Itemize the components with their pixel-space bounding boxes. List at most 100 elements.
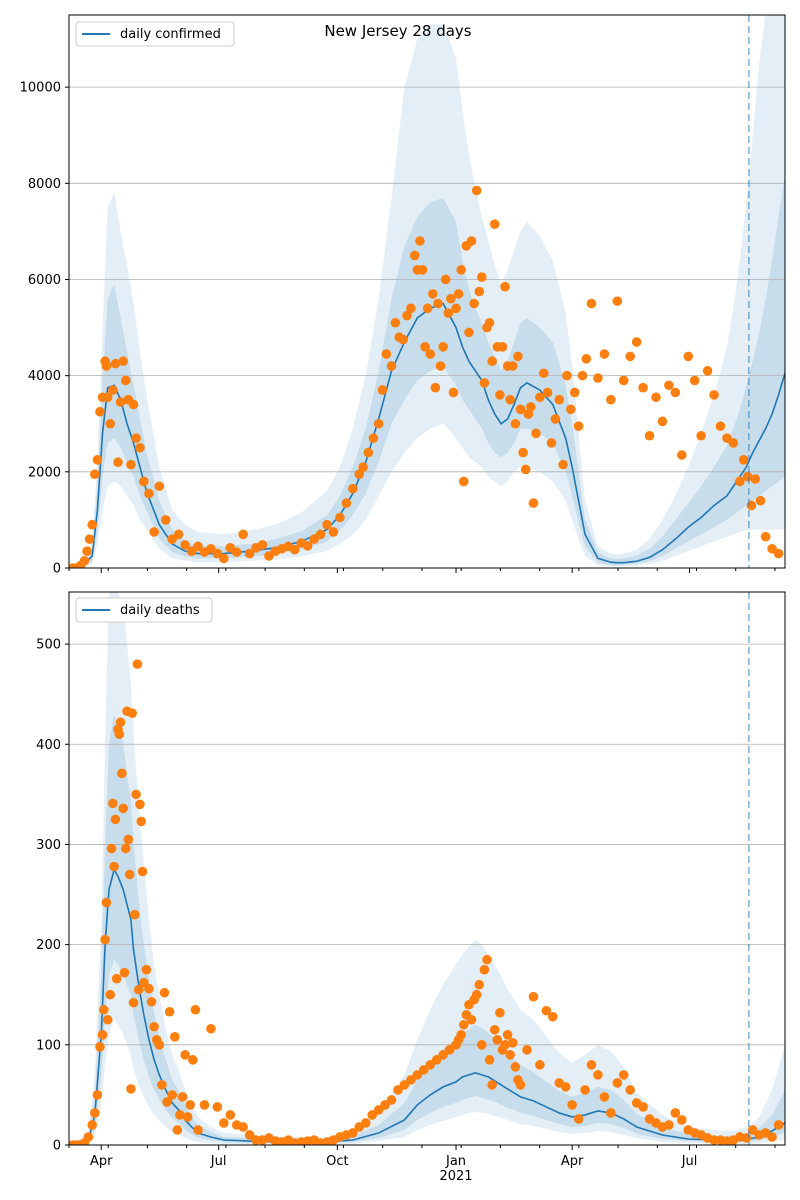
confirmed-point — [154, 481, 165, 492]
deaths-points — [69, 659, 784, 1145]
deaths-point — [206, 1023, 216, 1034]
confirmed-point — [709, 390, 719, 400]
confirmed-point — [638, 382, 648, 393]
deaths-legend-box — [75, 597, 213, 623]
confirmed-point — [593, 373, 603, 383]
deaths-point — [399, 1080, 410, 1090]
deaths-point — [444, 1045, 455, 1055]
confirmed-point — [363, 447, 374, 458]
deaths-y-tick-label: 100 — [36, 1038, 61, 1053]
deaths-point — [162, 1097, 172, 1107]
confirmed-point — [526, 402, 536, 412]
confirmed-point — [180, 540, 190, 550]
confirmed-point — [612, 296, 623, 306]
deaths-point — [144, 983, 154, 994]
confirmed-y-tick-label: 10000 — [20, 81, 61, 96]
deaths-point — [670, 1108, 681, 1118]
deaths-point — [505, 1050, 516, 1060]
confirmed-point — [562, 370, 572, 381]
deaths-point — [489, 1024, 500, 1035]
deaths-point — [547, 1011, 558, 1022]
deaths-point — [182, 1112, 193, 1122]
deaths-line-group — [69, 867, 785, 1145]
deaths-point — [541, 1005, 552, 1016]
deaths-point — [487, 1080, 497, 1090]
confirmed-point — [373, 418, 384, 429]
confirmed-point — [474, 286, 485, 297]
deaths-point — [225, 1110, 236, 1120]
confirmed-point — [573, 421, 584, 431]
confirmed-point — [79, 555, 90, 566]
confirmed-point — [453, 289, 464, 299]
confirmed-point — [515, 404, 526, 415]
confirmed-point — [440, 274, 451, 285]
deaths-point — [180, 1050, 190, 1060]
confirmed-x-ticks — [68, 568, 776, 573]
deaths-point — [456, 1030, 466, 1040]
confirmed-point — [518, 447, 528, 458]
confirmed-point — [651, 392, 661, 403]
deaths-point — [188, 1055, 198, 1065]
confirmed-point — [531, 428, 541, 439]
deaths-point — [507, 1038, 518, 1048]
confirmed-point — [328, 527, 339, 537]
deaths-point — [141, 964, 152, 975]
deaths-point — [560, 1082, 571, 1092]
deaths-point — [466, 1014, 477, 1025]
deaths-point — [199, 1100, 210, 1110]
confirmed-point — [464, 327, 474, 338]
confirmed-point — [422, 303, 433, 314]
confirmed-point — [538, 368, 549, 379]
deaths-point — [431, 1055, 442, 1065]
confirmed-point — [507, 361, 518, 371]
confirmed-point — [657, 416, 668, 427]
deaths-point — [479, 964, 490, 975]
confirmed-point — [760, 531, 771, 542]
confirmed-point — [289, 544, 300, 555]
confirmed-point — [566, 404, 576, 415]
confirmed-point — [586, 298, 597, 309]
deaths-point — [100, 934, 110, 945]
deaths-point — [132, 659, 143, 669]
confirmed-point — [451, 303, 461, 314]
deaths-point — [219, 1118, 229, 1128]
deaths-y-tick-label: 400 — [36, 738, 61, 753]
deaths-point — [185, 1100, 196, 1110]
confirmed-point — [510, 418, 521, 429]
confirmed-point — [238, 529, 248, 540]
confirmed-point — [606, 394, 616, 405]
deaths-plot-frame — [68, 591, 786, 1146]
deaths-point — [114, 729, 125, 740]
confirmed-point — [430, 382, 441, 393]
confirmed-uncertainty-bands — [69, 15, 785, 568]
confirmed-point — [618, 375, 629, 386]
confirmed-point — [477, 272, 487, 282]
deaths-point — [612, 1078, 623, 1088]
deaths-point — [238, 1122, 248, 1132]
confirmed-point — [550, 414, 561, 424]
confirmed-point — [696, 430, 706, 441]
confirmed-point — [415, 236, 425, 246]
deaths-point — [747, 1125, 758, 1135]
confirmed-point — [219, 553, 229, 564]
deaths-point — [425, 1060, 436, 1070]
confirmed-point — [664, 380, 674, 391]
deaths-point — [458, 1019, 469, 1030]
deaths-y-tick-label: 0 — [53, 1139, 61, 1154]
deaths-point — [120, 843, 131, 854]
confirmed-band-inner — [69, 173, 785, 568]
confirmed-point — [128, 399, 139, 410]
deaths-point — [477, 1040, 487, 1050]
confirmed-point — [487, 356, 497, 367]
deaths-point — [244, 1130, 255, 1140]
deaths-point — [106, 843, 117, 854]
confirmed-point — [750, 474, 761, 484]
confirmed-point — [448, 387, 459, 398]
deaths-point — [128, 997, 139, 1008]
deaths-point — [102, 1014, 113, 1025]
confirmed-panel: 0 2000 4000 6000 8000 10000 New Jersey 28 day… — [20, 14, 786, 577]
deaths-point — [164, 1006, 175, 1017]
confirmed-point — [469, 298, 479, 309]
confirmed-point — [773, 548, 784, 559]
confirmed-point — [542, 387, 553, 398]
